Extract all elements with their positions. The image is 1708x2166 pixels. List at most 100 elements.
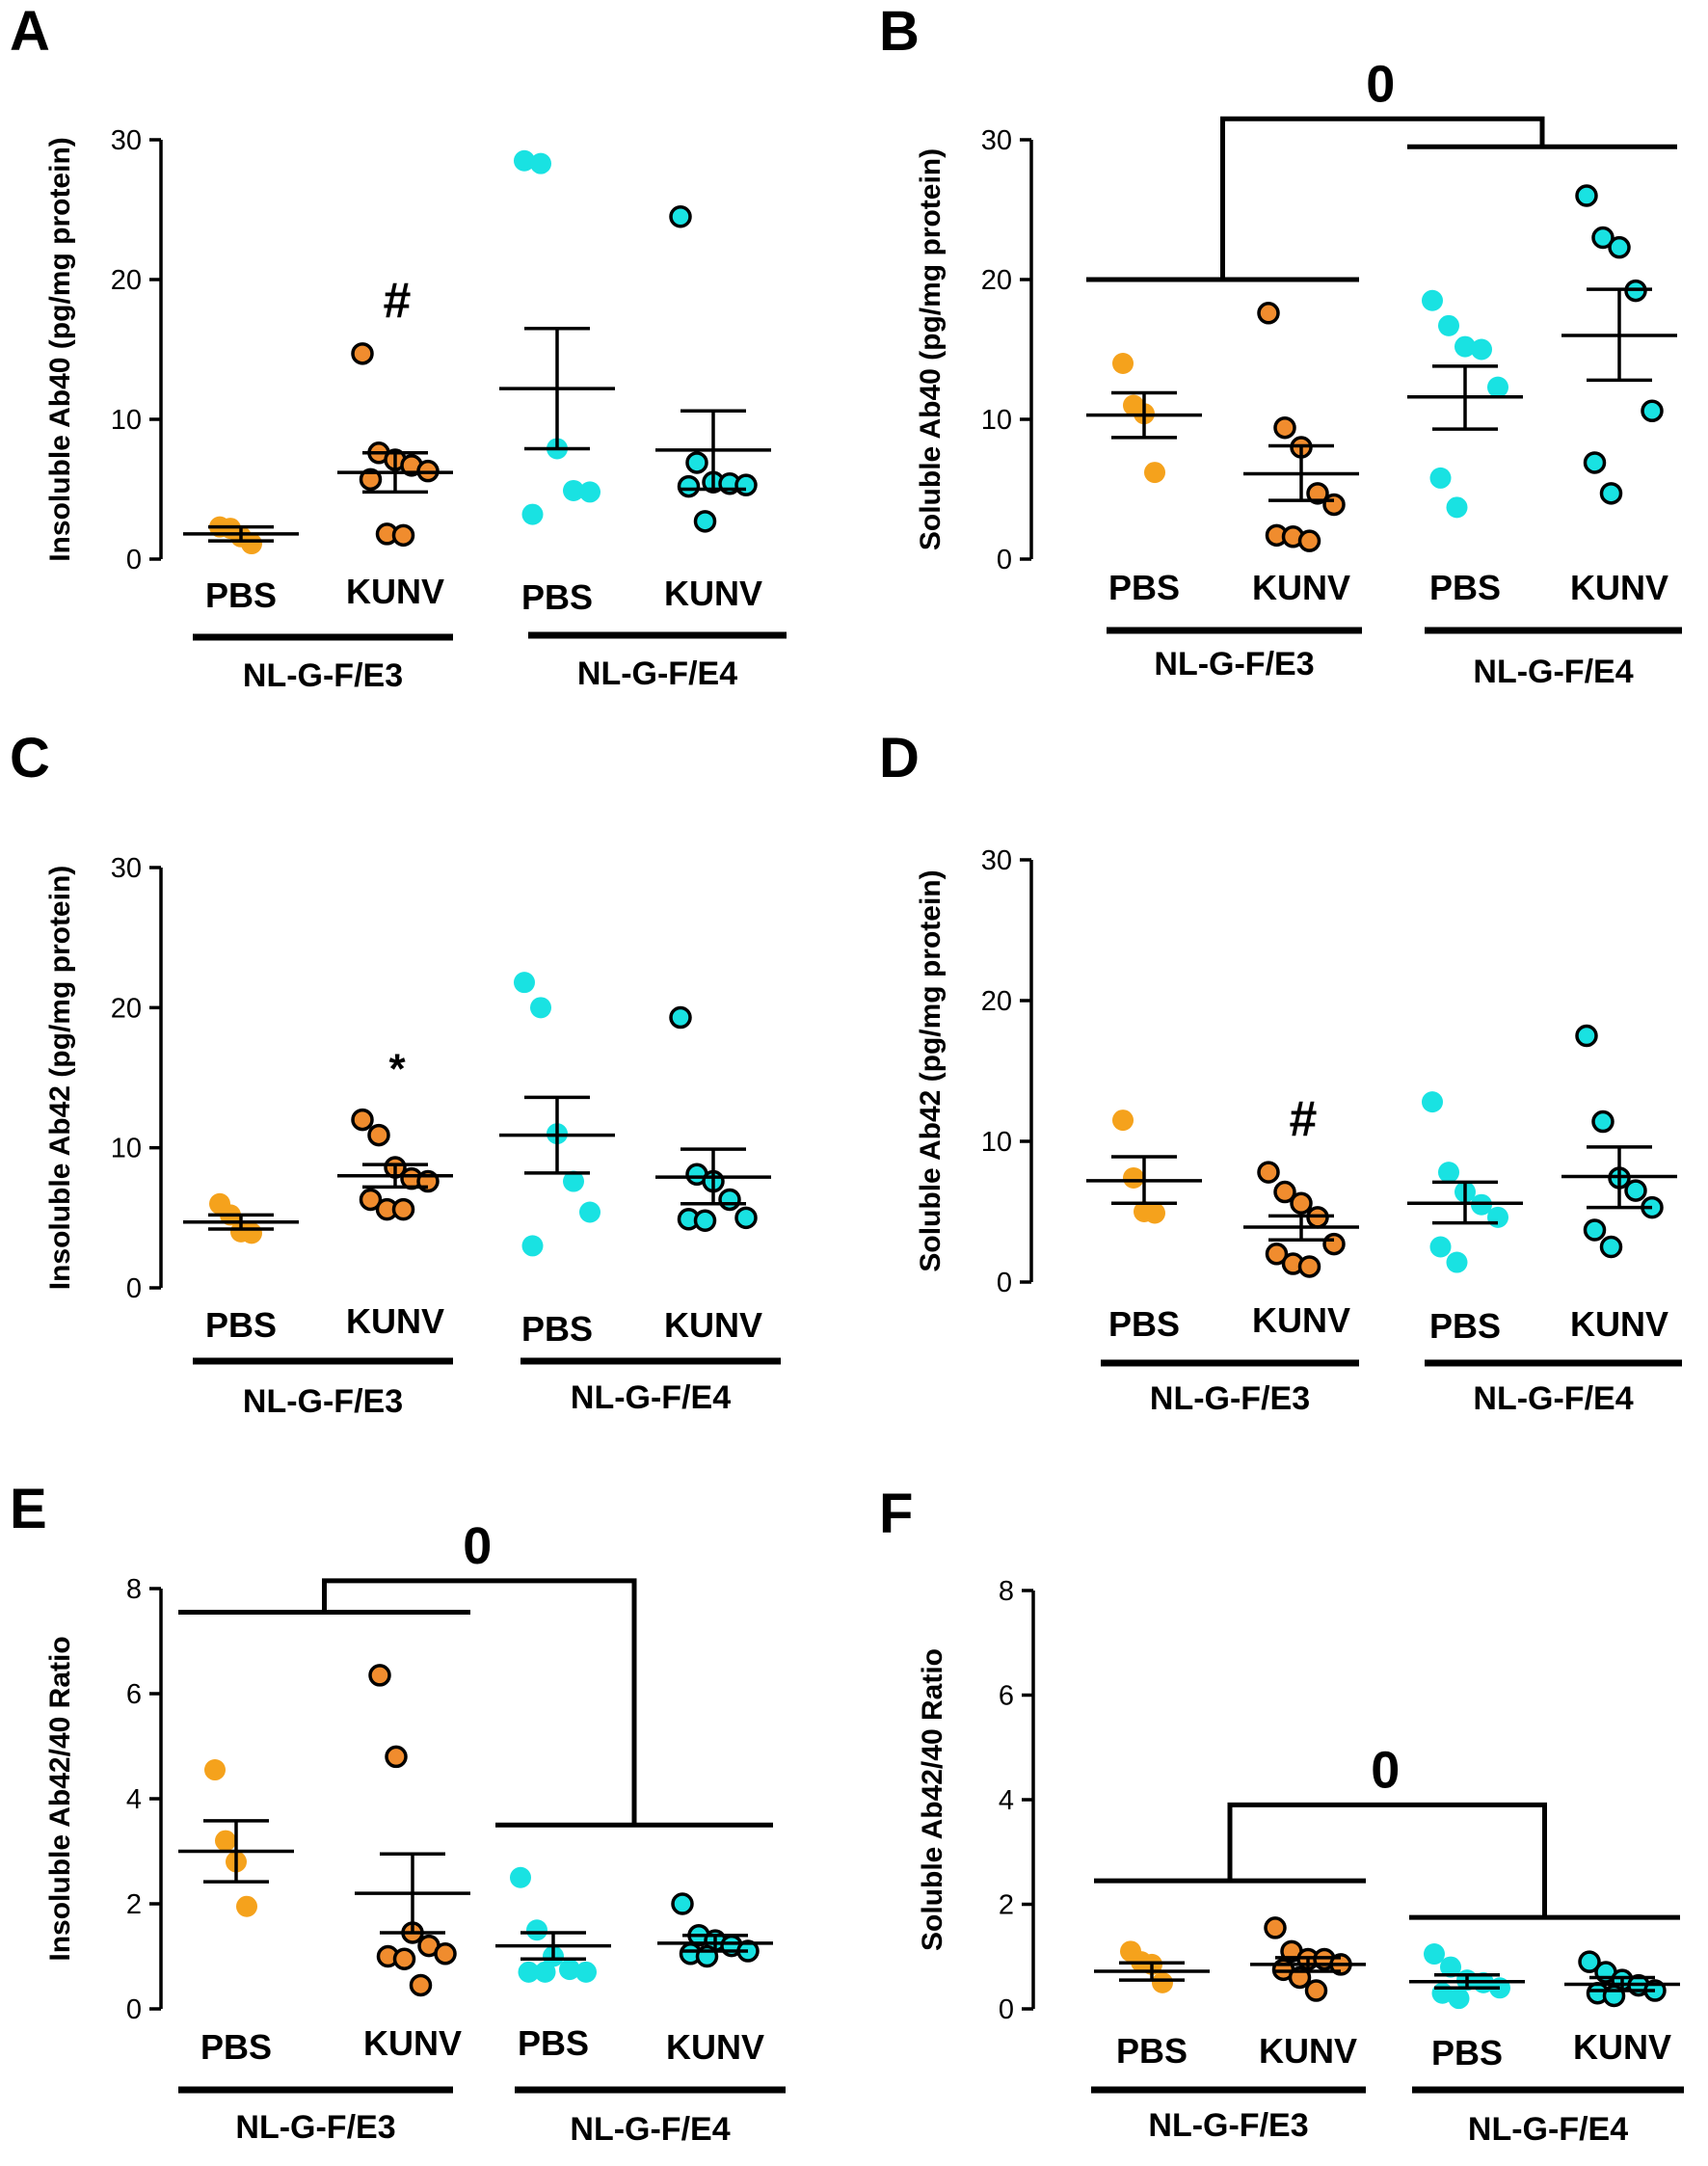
data-point [1448, 1988, 1470, 2010]
data-point [669, 205, 692, 228]
category-label: PBS [521, 577, 593, 617]
data-point [1591, 226, 1615, 250]
data-point [526, 1919, 547, 1941]
data-point [1583, 1218, 1607, 1242]
panel-label: E [10, 1478, 47, 1540]
data-point [391, 523, 415, 548]
data-point [1487, 376, 1508, 398]
data-point [1257, 302, 1280, 325]
y-tick-label: 6 [999, 1681, 1014, 1712]
significance-marker: * [388, 1046, 406, 1093]
data-point [514, 149, 535, 172]
bracket-label: 0 [1366, 55, 1395, 113]
data-point [1438, 314, 1459, 336]
y-tick-label: 2 [999, 1890, 1014, 1921]
y-tick-label: 10 [981, 405, 1012, 436]
data-point [241, 533, 262, 555]
data-point [1422, 1091, 1443, 1113]
data-point [1273, 415, 1296, 440]
panel-label: F [879, 1483, 913, 1545]
group-label: NL-G-F/E3 [1150, 1380, 1310, 1417]
data-point [514, 972, 535, 994]
data-point [409, 1973, 433, 1997]
data-point [534, 1961, 556, 1983]
data-point [1424, 1943, 1445, 1965]
data-point [204, 1759, 226, 1781]
comparison-bracket [1094, 1802, 1680, 1920]
y-tick-label: 10 [111, 1134, 142, 1164]
category-label: KUNV [1252, 1300, 1350, 1340]
data-point [236, 1895, 257, 1917]
y-axis-label: Insoluble Ab42 (pg/mg protein) [44, 866, 76, 1291]
data-point [579, 481, 600, 503]
data-point [1599, 1235, 1623, 1259]
category-label: KUNV [1570, 568, 1668, 607]
data-point [718, 1188, 741, 1212]
y-tick-label: 8 [126, 1574, 142, 1605]
y-axis-label: Soluble Ab42 (pg/mg protein) [915, 869, 947, 1271]
y-axis-label: Soluble Ab42/40 Ratio [917, 1648, 948, 1951]
data-point [563, 479, 584, 501]
data-point [1304, 1979, 1328, 2002]
group-label: NL-G-F/E3 [243, 657, 403, 694]
panel-b: B 0 10 20 30 Soluble Ab40 (pg/mg protein) PBS K… [879, 0, 1682, 690]
group-label: NL-G-F/E3 [1154, 646, 1314, 682]
y-tick-label: 0 [126, 1273, 142, 1304]
category-label: PBS [205, 1305, 277, 1345]
data-point [1297, 529, 1321, 552]
data-point [241, 1222, 262, 1244]
y-tick-label: 30 [111, 853, 142, 884]
data-point [1429, 1236, 1452, 1258]
data-point [1112, 1110, 1134, 1132]
data-point [367, 1123, 390, 1147]
bracket-label: 0 [463, 1517, 492, 1575]
panel-label: B [879, 0, 920, 63]
category-label: KUNV [664, 574, 762, 613]
data-point [1265, 1243, 1289, 1266]
y-axis-label: Insoluble Ab42/40 Ratio [44, 1636, 76, 1961]
data-point [1273, 1180, 1296, 1204]
y-tick-label: 4 [126, 1784, 142, 1815]
data-point [392, 1947, 416, 1970]
data-point [1624, 1179, 1647, 1202]
group-label: NL-G-F/E4 [1468, 2111, 1628, 2148]
data-point [215, 1830, 236, 1852]
data-point [1599, 482, 1623, 505]
data-point [1438, 1162, 1459, 1184]
data-point [671, 1892, 694, 1915]
data-point [1446, 1251, 1468, 1273]
data-point [1583, 451, 1607, 474]
data-point [693, 510, 717, 533]
y-tick-label: 0 [997, 545, 1012, 575]
category-label: PBS [1429, 568, 1501, 607]
category-label: PBS [1431, 2033, 1503, 2072]
data-point [1152, 1971, 1173, 1993]
group-label: NL-G-F/E3 [1148, 2107, 1308, 2144]
y-tick-label: 0 [126, 1994, 142, 2025]
category-label: KUNV [1570, 1304, 1668, 1344]
category-label: PBS [1108, 1304, 1180, 1344]
data-point [1290, 1191, 1313, 1215]
panel-c: C 0 10 20 30 Insoluble Ab42 (pg/mg protein) * P… [10, 727, 781, 1420]
data-point [1641, 399, 1664, 423]
data-point [351, 342, 374, 365]
y-tick-label: 8 [999, 1576, 1014, 1607]
data-point [685, 451, 708, 474]
data-point [1264, 1916, 1287, 1939]
data-point [1575, 1024, 1598, 1048]
data-point [693, 1209, 717, 1232]
significance-marker: # [1290, 1091, 1318, 1147]
data-point [734, 1206, 758, 1230]
data-point [1591, 1110, 1615, 1134]
data-point [1471, 338, 1492, 361]
data-point [510, 1866, 531, 1888]
category-label: PBS [521, 1309, 593, 1349]
y-tick-label: 30 [981, 125, 1012, 156]
data-point [391, 1197, 415, 1221]
category-label: KUNV [664, 1305, 762, 1345]
panel-e: E 0 2 4 6 8 Insoluble Ab42/40 Ratio PBS KUNV PBS K… [10, 1478, 786, 2148]
data-point [1454, 335, 1476, 358]
data-point [1422, 289, 1443, 311]
